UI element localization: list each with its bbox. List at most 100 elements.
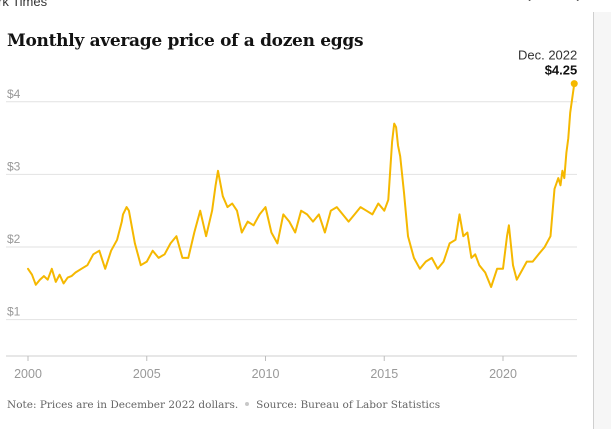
data-point bbox=[215, 185, 216, 186]
data-point bbox=[194, 232, 195, 233]
data-point bbox=[222, 196, 223, 197]
data-point bbox=[283, 214, 284, 215]
scrollbar-track[interactable] bbox=[593, 12, 611, 429]
data-point bbox=[111, 250, 112, 251]
data-point bbox=[241, 232, 242, 233]
data-point bbox=[479, 265, 480, 266]
x-tick-label: 2015 bbox=[370, 367, 398, 381]
data-point bbox=[81, 268, 82, 269]
axis-layer: $1 $2 $3 $4 2000 2005 2010 2015 2020 bbox=[6, 87, 577, 381]
data-point bbox=[31, 274, 32, 275]
data-point bbox=[388, 199, 389, 200]
data-point bbox=[63, 283, 64, 284]
data-point bbox=[176, 236, 177, 237]
data-point bbox=[502, 268, 503, 269]
data-point bbox=[152, 250, 153, 251]
data-point bbox=[265, 207, 266, 208]
data-point bbox=[277, 243, 278, 244]
data-point bbox=[394, 123, 395, 124]
data-point bbox=[463, 236, 464, 237]
chevron-left-icon[interactable]: ‹ bbox=[526, 0, 531, 6]
data-point bbox=[71, 276, 72, 277]
data-point bbox=[526, 261, 527, 262]
data-point bbox=[211, 210, 212, 211]
data-point bbox=[554, 188, 555, 189]
data-point bbox=[391, 141, 392, 142]
data-point bbox=[413, 257, 414, 258]
data-point bbox=[425, 261, 426, 262]
data-point bbox=[550, 236, 551, 237]
data-point bbox=[516, 279, 517, 280]
latest-value-marker bbox=[570, 80, 578, 88]
data-point bbox=[558, 177, 559, 178]
data-point bbox=[348, 221, 349, 222]
data-point bbox=[301, 210, 302, 211]
x-tick-label: 2000 bbox=[14, 367, 42, 381]
y-tick-label: $2 bbox=[7, 232, 21, 246]
separator-dot-icon bbox=[245, 402, 250, 406]
grid-layer bbox=[6, 101, 577, 321]
data-point bbox=[99, 250, 100, 251]
data-point bbox=[289, 221, 290, 222]
source-text: Source: Bureau of Labor Statistics bbox=[256, 399, 441, 411]
data-point bbox=[570, 112, 571, 113]
data-point bbox=[116, 239, 117, 240]
data-point bbox=[471, 257, 472, 258]
data-point bbox=[566, 152, 567, 153]
data-point bbox=[318, 214, 319, 215]
data-point bbox=[512, 265, 513, 266]
data-point bbox=[330, 210, 331, 211]
data-point bbox=[562, 170, 563, 171]
data-point bbox=[105, 268, 106, 269]
data-point bbox=[384, 210, 385, 211]
x-tick-label: 2020 bbox=[489, 367, 517, 381]
y-tick-label: $1 bbox=[7, 305, 21, 319]
data-point bbox=[75, 272, 76, 273]
data-point bbox=[87, 265, 88, 266]
data-point bbox=[459, 214, 460, 215]
data-point bbox=[170, 243, 171, 244]
data-point bbox=[360, 207, 361, 208]
annotation-value-label: $4.25 bbox=[545, 63, 578, 78]
data-point bbox=[140, 265, 141, 266]
data-point bbox=[568, 138, 569, 139]
data-point bbox=[206, 236, 207, 237]
data-point bbox=[407, 236, 408, 237]
data-point bbox=[403, 192, 404, 193]
data-point bbox=[520, 272, 521, 273]
data-point bbox=[126, 207, 127, 208]
data-point bbox=[47, 279, 48, 280]
annotation-layer: Dec. 2022$4.25 bbox=[518, 48, 578, 88]
y-tick-label: $4 bbox=[7, 87, 21, 101]
data-point bbox=[146, 261, 147, 262]
data-point bbox=[564, 177, 565, 178]
data-point bbox=[232, 203, 233, 204]
top-bar: rk Times ‹ › bbox=[0, 0, 611, 12]
y-tick-label: $3 bbox=[7, 159, 21, 173]
data-point bbox=[467, 232, 468, 233]
data-point bbox=[164, 254, 165, 255]
data-point bbox=[506, 236, 507, 237]
data-point bbox=[43, 276, 44, 277]
data-point bbox=[437, 268, 438, 269]
data-point bbox=[396, 127, 397, 128]
chart-footnote: Note: Prices are in December 2022 dollar… bbox=[7, 399, 440, 411]
data-point bbox=[200, 210, 201, 211]
data-point bbox=[247, 221, 248, 222]
data-point bbox=[128, 210, 129, 211]
data-point bbox=[59, 274, 60, 275]
x-tick-label: 2010 bbox=[252, 367, 280, 381]
x-tick-label: 2005 bbox=[133, 367, 161, 381]
data-point bbox=[227, 207, 228, 208]
chevron-right-icon[interactable]: › bbox=[576, 0, 581, 6]
data-point bbox=[560, 185, 561, 186]
annotation-date-label: Dec. 2022 bbox=[518, 48, 577, 63]
data-point bbox=[253, 225, 254, 226]
data-point bbox=[93, 254, 94, 255]
data-point bbox=[544, 246, 545, 247]
data-point bbox=[271, 232, 272, 233]
data-point bbox=[532, 261, 533, 262]
data-point bbox=[354, 214, 355, 215]
data-point bbox=[55, 281, 56, 282]
